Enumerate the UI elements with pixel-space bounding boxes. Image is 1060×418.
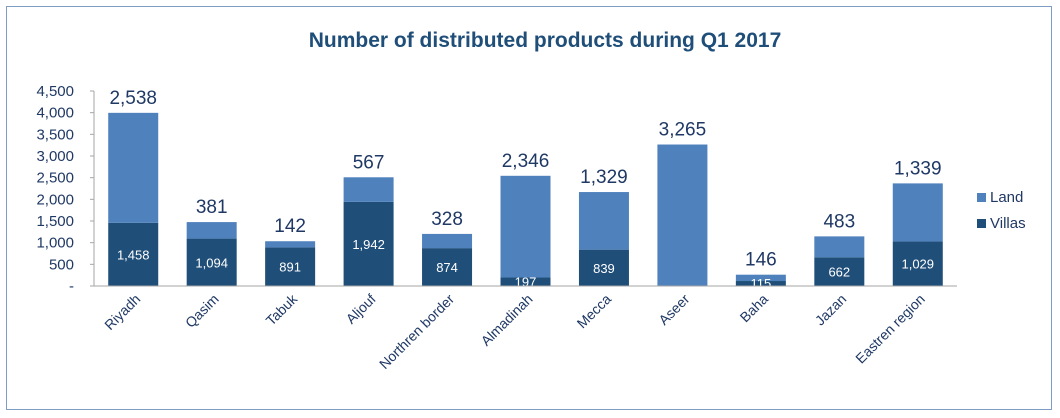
bar-villas	[265, 247, 316, 286]
bar-land	[892, 183, 943, 242]
land-value-label: 142	[274, 216, 306, 237]
land-value-label: 2,346	[502, 151, 550, 172]
bars: 1,458 2,538 1,094 381 891 142 1,942 567 874 328 19…	[108, 88, 943, 291]
chart-frame: Number of distributed products during Q1…	[6, 6, 1052, 410]
bar-land	[735, 274, 786, 282]
villas-value-label: 1,094	[195, 255, 228, 270]
y-tick-label: 4,500	[36, 83, 74, 100]
land-value-label: 146	[745, 250, 777, 271]
x-tick-label: Northren border	[376, 291, 457, 372]
bar-villas	[186, 238, 237, 286]
villas-value-label: 1,029	[901, 257, 934, 272]
x-tick-label: Baha	[737, 291, 772, 326]
chart-title: Number of distributed products during Q1…	[309, 29, 782, 52]
x-tick-label: Riyadh	[101, 291, 143, 333]
bar-villas	[814, 257, 865, 286]
bar-land	[578, 192, 629, 250]
x-tick-label: Tabuk	[263, 290, 301, 328]
villas-value-label: 662	[828, 265, 850, 280]
villas-value-label: 1,458	[117, 247, 150, 262]
y-tick-label: -	[69, 278, 74, 295]
legend: Land Villas	[977, 189, 1026, 232]
villas-value-label: 839	[593, 261, 615, 276]
bar-land	[108, 112, 159, 223]
villas-value-label: 874	[436, 260, 458, 275]
villas-value-label: 1,942	[352, 237, 385, 252]
bar-land	[422, 233, 473, 249]
bar-land	[814, 236, 865, 258]
y-axis: - 500 1,000 1,500 2,000 2,500 3,000 3,500 4,000 4…	[36, 83, 95, 295]
y-tick-label: 500	[49, 256, 74, 273]
x-tick-label: Eastren region	[852, 291, 928, 367]
villas-value-label: 115	[750, 276, 771, 291]
bar-land	[500, 175, 551, 278]
bar-villas	[343, 201, 394, 286]
bar-land	[186, 222, 237, 239]
x-tick-label: Qasim	[182, 291, 222, 331]
bar-villas	[892, 241, 943, 286]
y-tick-label: 1,000	[36, 235, 74, 252]
land-value-label: 483	[823, 211, 855, 232]
bar-villas	[735, 281, 786, 286]
land-value-label: 1,329	[580, 167, 628, 188]
land-value-label: 3,265	[659, 120, 707, 141]
y-tick-label: 1,500	[36, 213, 74, 230]
bar-villas	[422, 248, 473, 286]
legend-swatch	[977, 193, 986, 202]
bar-villas	[500, 277, 551, 286]
y-tick-label: 3,000	[36, 148, 74, 165]
chart: Number of distributed products during Q1…	[36, 29, 1026, 372]
bar-land	[265, 241, 316, 248]
legend-swatch	[977, 219, 986, 228]
legend-label: Land	[990, 189, 1023, 206]
bar-land	[657, 144, 708, 286]
x-tick-label: Aseer	[655, 291, 692, 328]
x-tick-label: Jazan	[812, 291, 850, 329]
bar-villas	[108, 222, 159, 286]
y-tick-label: 2,500	[36, 170, 74, 187]
x-tick-label: Mecca	[574, 291, 615, 332]
land-value-label: 328	[431, 209, 463, 230]
land-value-label: 2,538	[109, 88, 157, 109]
y-tick-label: 4,000	[36, 105, 74, 122]
x-tick-label: Aljouf	[343, 291, 379, 327]
bar-land	[343, 177, 394, 202]
bar-villas	[578, 249, 629, 286]
y-tick-label: 2,000	[36, 191, 74, 208]
villas-value-label: 197	[515, 275, 537, 290]
land-value-label: 567	[353, 152, 385, 173]
land-value-label: 1,339	[894, 158, 942, 179]
legend-label: Villas	[990, 215, 1026, 232]
y-tick-label: 3,500	[36, 126, 74, 143]
land-value-label: 381	[196, 197, 228, 218]
x-tick-label: Almadinah	[478, 291, 536, 349]
villas-value-label: 891	[279, 260, 301, 275]
